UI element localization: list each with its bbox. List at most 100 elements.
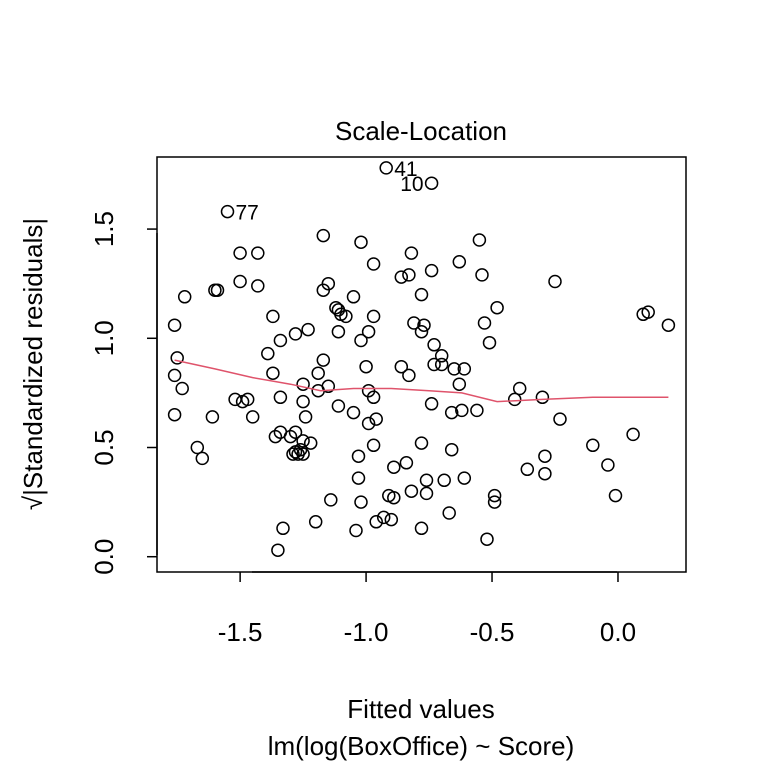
data-point <box>442 506 456 520</box>
point-label: 41 <box>394 158 417 181</box>
points-layer <box>167 161 676 557</box>
data-point <box>245 410 260 424</box>
data-point <box>407 316 421 330</box>
data-point <box>311 366 325 380</box>
y-axis: 0.0 0.5 1.0 1.5 <box>89 211 158 575</box>
data-point <box>437 473 451 488</box>
data-point <box>293 442 308 457</box>
data-point <box>296 377 310 391</box>
data-point <box>177 290 192 304</box>
chart-title: Scale-Location <box>335 116 507 146</box>
data-point <box>434 357 449 372</box>
data-point <box>480 532 494 546</box>
data-point <box>331 324 346 339</box>
model-formula-subtitle: lm(log(BoxOffice) ~ Score) <box>268 731 575 761</box>
y-tick-label: 0.0 <box>89 539 119 575</box>
data-point <box>394 270 409 284</box>
smoother-line <box>174 359 669 403</box>
data-point <box>251 279 265 293</box>
data-point <box>427 357 441 372</box>
data-point <box>447 362 461 376</box>
data-point <box>288 425 303 439</box>
data-point <box>444 442 459 457</box>
data-point <box>233 246 247 260</box>
x-tick-label: -1.0 <box>344 617 389 647</box>
data-point <box>266 309 280 324</box>
data-point <box>208 283 222 297</box>
data-point <box>170 351 184 365</box>
data-point <box>535 390 550 405</box>
data-point <box>487 488 502 503</box>
data-point <box>354 495 368 509</box>
data-point <box>414 324 429 339</box>
data-point <box>419 486 434 501</box>
data-point <box>167 407 182 422</box>
y-axis-label: √|Standardized residuals| <box>18 218 48 510</box>
data-point <box>387 490 401 505</box>
data-point <box>586 438 600 453</box>
data-point <box>477 316 492 330</box>
data-point <box>251 246 265 260</box>
data-point <box>296 394 310 409</box>
x-tick-label: -1.5 <box>218 617 263 647</box>
data-point <box>205 410 220 424</box>
data-point <box>470 403 484 418</box>
data-point <box>520 462 535 477</box>
data-point <box>457 471 472 485</box>
data-point <box>601 458 615 472</box>
data-point <box>490 300 504 315</box>
data-point <box>424 176 439 190</box>
data-point <box>548 274 562 289</box>
data-point <box>366 438 381 453</box>
data-point <box>414 436 429 450</box>
data-point <box>404 246 419 260</box>
data-point <box>424 397 439 411</box>
data-point <box>286 447 300 461</box>
data-point <box>376 510 391 525</box>
data-point <box>402 368 416 383</box>
data-point <box>167 318 182 332</box>
data-point <box>303 436 318 450</box>
data-point <box>266 366 280 380</box>
data-point <box>195 451 210 466</box>
data-point <box>346 290 361 304</box>
data-point <box>457 362 472 376</box>
data-point <box>271 543 285 557</box>
data-point <box>261 346 275 361</box>
data-point <box>553 412 567 426</box>
data-point <box>482 335 497 350</box>
data-point <box>354 235 368 249</box>
data-point <box>387 460 401 474</box>
x-axis: -1.5 -1.0 -0.5 0.0 <box>218 571 636 647</box>
data-point <box>404 484 419 498</box>
data-point <box>233 274 247 289</box>
data-point <box>273 333 288 348</box>
data-point <box>661 318 676 332</box>
data-point <box>402 268 416 282</box>
data-point <box>384 512 399 527</box>
data-point <box>641 305 655 319</box>
data-point <box>346 405 361 420</box>
data-point <box>366 257 381 271</box>
data-point <box>276 521 290 536</box>
data-point <box>349 523 363 538</box>
data-point <box>175 381 189 396</box>
data-point <box>316 353 331 367</box>
data-point <box>455 403 469 418</box>
data-point <box>452 255 467 269</box>
data-point <box>298 410 313 424</box>
data-point <box>308 515 323 529</box>
y-tick-label: 0.5 <box>89 429 119 465</box>
data-point <box>417 318 431 332</box>
x-tick-label: 0.0 <box>600 617 636 647</box>
data-point <box>283 429 298 444</box>
data-point <box>220 204 235 219</box>
data-point <box>296 434 310 448</box>
data-point <box>316 228 331 243</box>
point-label: 10 <box>400 173 423 196</box>
smoother-layer <box>174 359 669 403</box>
data-point <box>538 449 552 463</box>
data-point <box>190 440 205 455</box>
